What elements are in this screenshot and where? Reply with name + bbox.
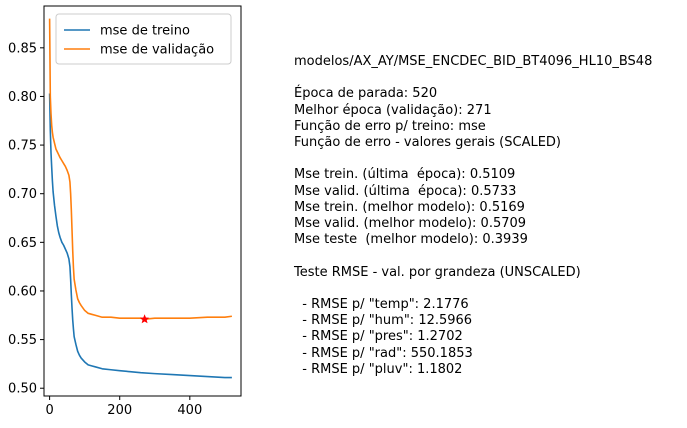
y-tick-label: 0.55 [8, 333, 37, 348]
best-epoch-marker [139, 314, 150, 324]
y-tick-label: 0.50 [8, 382, 37, 397]
info-line: Função de erro p/ treino: mse [294, 118, 486, 134]
info-line: Época de parada: 520 [294, 86, 438, 102]
y-tick-label: 0.70 [8, 187, 37, 202]
info-line: modelos/AX_AY/MSE_ENCDEC_BID_BT4096_HL10… [294, 54, 653, 69]
series-line-0 [48, 93, 232, 379]
info-line [294, 248, 652, 264]
info-line [294, 151, 652, 167]
info-panel: modelos/AX_AY/MSE_ENCDEC_BID_BT4096_HL10… [294, 54, 652, 378]
y-tick-label: 0.75 [8, 139, 37, 154]
info-line [294, 281, 652, 297]
info-line: - RMSE p/ "pres": 1.2702 [294, 329, 463, 345]
info-line [294, 70, 652, 86]
info-line: Mse valid. (última época): 0.5733 [294, 183, 517, 199]
info-line: - RMSE p/ "rad": 550.1853 [294, 345, 473, 361]
x-tick-label: 0 [45, 403, 53, 418]
x-tick-label: 400 [177, 403, 202, 418]
y-tick-label: 0.65 [8, 236, 37, 251]
legend-label-train: mse de treino [100, 24, 190, 39]
legend: mse de treino mse de validação [55, 13, 232, 65]
info-line: Mse trein. (última época): 0.5109 [294, 167, 516, 183]
info-line: Mse trein. (melhor modelo): 0.5169 [294, 199, 525, 215]
info-line: Função de erro - valores gerais (SCALED) [294, 135, 562, 151]
y-tick-label: 0.60 [8, 284, 37, 299]
info-line: Mse teste (melhor modelo): 0.3939 [294, 232, 528, 248]
info-line: - RMSE p/ "pluv": 1.1802 [294, 361, 463, 377]
info-line: Melhor época (validação): 271 [294, 102, 492, 118]
info-line: Teste RMSE - val. por grandeza (UNSCALED… [294, 264, 581, 280]
info-line: - RMSE p/ "temp": 2.1776 [294, 297, 469, 313]
y-tick-label: 0.85 [8, 41, 37, 56]
legend-box [55, 13, 232, 65]
info-line: - RMSE p/ "hum": 12.5966 [294, 313, 473, 329]
x-tick-label: 200 [107, 403, 132, 418]
plot-frame [43, 5, 242, 397]
legend-label-valid: mse de validação [100, 43, 214, 58]
y-tick-label: 0.80 [8, 90, 37, 105]
info-line: Mse valid. (melhor modelo): 0.5709 [294, 216, 527, 232]
